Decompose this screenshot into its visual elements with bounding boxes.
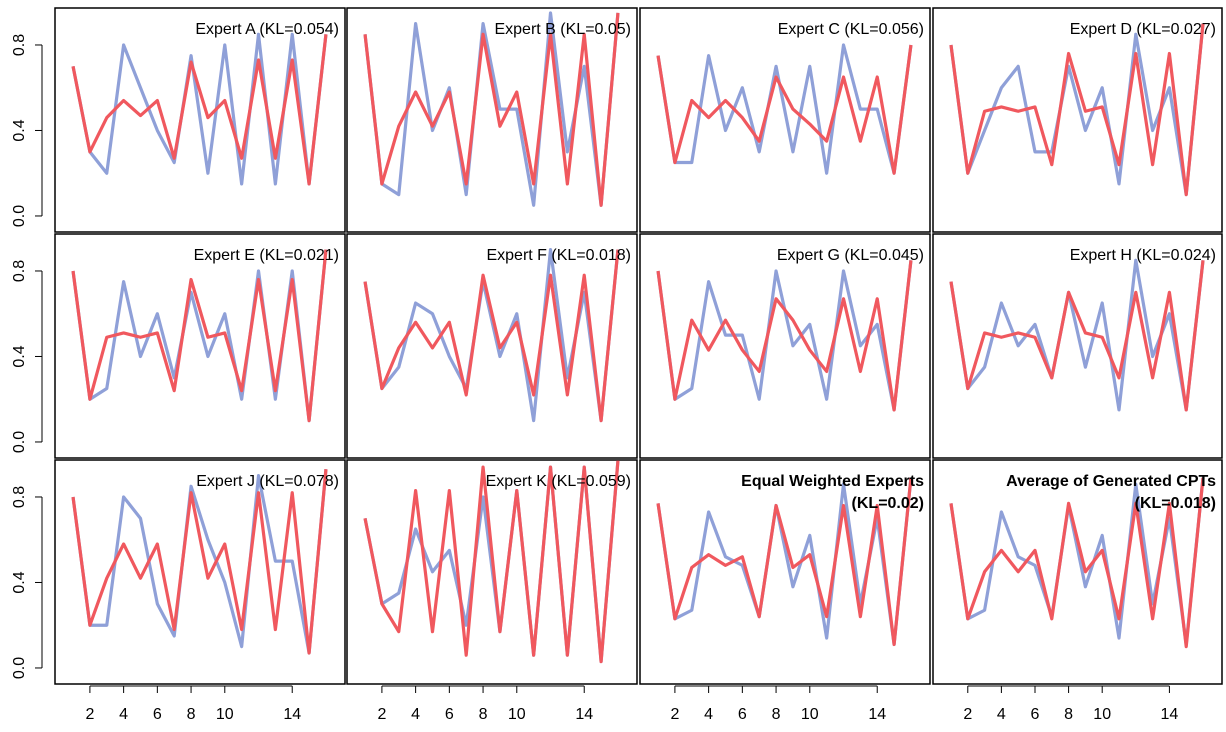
series-line [71, 32, 328, 186]
x-tick-label: 8 [187, 706, 196, 723]
panel-frame [932, 233, 1223, 459]
x-tick-label: 6 [445, 706, 454, 723]
panel-frame [639, 7, 931, 233]
x-tick-label: 14 [283, 706, 301, 723]
panel-title: Expert K (KL=0.059) [486, 473, 631, 490]
panel-frame [54, 233, 346, 459]
x-tick-label: 2 [85, 706, 94, 723]
x-tick-label: 4 [997, 706, 1006, 723]
panel-frame [54, 459, 346, 685]
y-tick-label: 0.4 [11, 345, 28, 367]
x-tick-label: 8 [772, 706, 781, 723]
series-line [656, 44, 913, 175]
x-tick-label: 8 [479, 706, 488, 723]
x-tick-label: 2 [377, 706, 386, 723]
series-line [656, 43, 913, 175]
y-tick-label: 0.0 [11, 205, 28, 227]
series-line [363, 12, 620, 207]
x-tick-label: 4 [411, 706, 420, 723]
series-line [71, 469, 328, 655]
y-tick-label: 0.4 [11, 119, 28, 141]
panel-title: Expert F (KL=0.018) [486, 247, 631, 264]
panel-title: Expert H (KL=0.024) [1070, 247, 1216, 264]
panel-frame [932, 459, 1223, 685]
panel-title: Expert J (KL=0.078) [196, 473, 339, 490]
y-tick-label: 0.8 [11, 486, 28, 508]
x-tick-label: 8 [1064, 706, 1073, 723]
series-line [71, 249, 328, 423]
y-tick-label: 0.0 [11, 431, 28, 453]
x-tick-label: 14 [1161, 706, 1179, 723]
series-line [363, 11, 620, 207]
panel-subtitle: (KL=0.018) [1135, 495, 1216, 512]
panel-frame [639, 459, 931, 685]
series-line [949, 477, 1205, 649]
x-tick-label: 10 [801, 706, 819, 723]
x-tick-label: 14 [868, 706, 886, 723]
x-tick-label: 14 [575, 706, 593, 723]
x-tick-label: 4 [119, 706, 128, 723]
series-line [656, 260, 913, 412]
panel-title: Average of Generated CPTs [1006, 473, 1216, 490]
panel-subtitle: (KL=0.02) [852, 495, 924, 512]
panel-frame [932, 7, 1223, 233]
x-tick-label: 6 [1031, 706, 1040, 723]
panel-title: Expert G (KL=0.045) [777, 247, 924, 264]
x-tick-label: 10 [216, 706, 234, 723]
panel-frame [54, 7, 346, 233]
series-line [656, 260, 913, 412]
x-tick-label: 4 [704, 706, 713, 723]
x-tick-label: 2 [963, 706, 972, 723]
series-line [71, 34, 328, 186]
x-tick-label: 6 [738, 706, 747, 723]
x-tick-label: 10 [1093, 706, 1111, 723]
series-line [656, 477, 913, 647]
panel-title: Expert C (KL=0.056) [778, 21, 924, 38]
series-line [949, 260, 1205, 412]
panel-frame [346, 7, 638, 233]
panel-frame [639, 233, 931, 459]
panel-title: Equal Weighted Experts [741, 473, 924, 490]
series-line [363, 248, 620, 423]
panel-title: Expert A (KL=0.054) [195, 21, 339, 38]
series-line [71, 469, 328, 655]
panel-frame [346, 459, 638, 685]
x-tick-label: 10 [508, 706, 526, 723]
y-tick-label: 0.8 [11, 34, 28, 56]
x-tick-label: 6 [153, 706, 162, 723]
panel-title: Expert B (KL=0.05) [494, 21, 631, 38]
x-tick-label: 2 [670, 706, 679, 723]
panel-title: Expert D (KL=0.027) [1070, 21, 1216, 38]
y-tick-label: 0.4 [11, 571, 28, 593]
panel-title: Expert E (KL=0.021) [194, 247, 339, 264]
panel-frame [346, 233, 638, 459]
series-line [363, 249, 620, 423]
y-tick-label: 0.8 [11, 260, 28, 282]
y-tick-label: 0.0 [11, 657, 28, 679]
series-line [363, 460, 620, 664]
series-line [949, 23, 1205, 197]
